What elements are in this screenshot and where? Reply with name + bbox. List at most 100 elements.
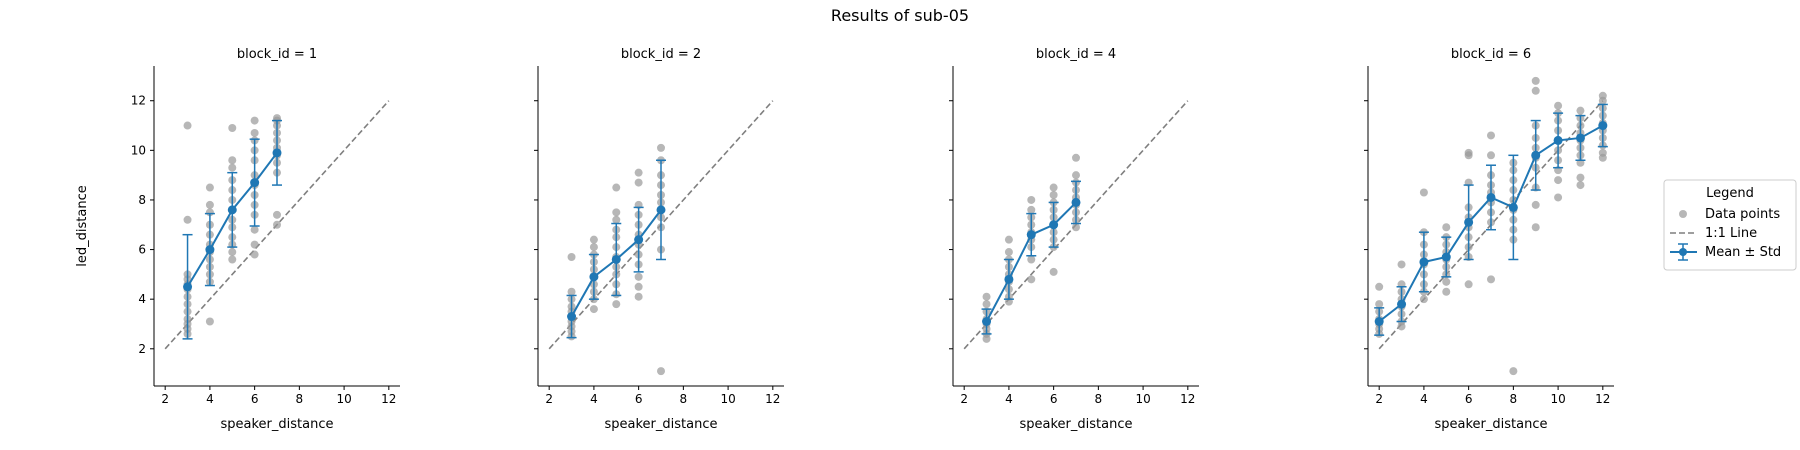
legend-item: Mean ± Std [1670,243,1781,261]
legend: Legend Data points 1:1 Line Mean ± Std [1663,179,1797,271]
mean-marker [567,312,577,322]
mean-marker [250,178,260,188]
y-tick-label: 4 [138,292,146,306]
mean-marker [589,272,599,282]
data-point [1375,282,1384,291]
data-point [228,124,237,133]
data-point [273,210,281,219]
figure-title: Results of sub-05 [831,6,969,25]
mean-marker [656,205,666,215]
data-point [1531,76,1540,85]
data-point [1375,300,1384,309]
mean-marker [1531,150,1541,160]
mean-marker [1004,274,1014,284]
legend-label: 1:1 Line [1705,226,1757,241]
legend-title: Legend [1706,186,1754,201]
x-tick-label: 2 [545,392,553,406]
data-point [273,220,281,229]
data-point [657,367,665,376]
panel-title: block_id = 2 [621,47,701,62]
data-point [589,235,598,244]
data-point [1576,106,1585,115]
x-tick-label: 12 [765,392,780,406]
data-point [1487,275,1495,284]
data-point [634,282,643,291]
mean-marker [1071,197,1081,207]
legend-label: Data points [1705,207,1780,222]
data-point [1419,295,1428,304]
mean-marker [1508,202,1518,212]
data-point [1531,200,1540,209]
mean-marker [1419,257,1429,267]
panel-3: block_id = 4 2 4 6 8 10 12 speaker_distance [949,47,1199,432]
panel-title: block_id = 1 [237,47,317,62]
data-point [1049,267,1058,276]
x-axis-label: speaker_distance [221,417,334,432]
data-point [1004,235,1013,244]
data-point [1442,287,1451,296]
x-tick-label: 8 [296,392,304,406]
legend-items: Data points 1:1 Line Mean ± Std [1670,207,1781,261]
y-tick-label: 8 [138,193,146,207]
data-point [1464,151,1473,160]
data-point [228,255,237,264]
legend-label: Mean ± Std [1705,245,1781,260]
x-tick-label: 12 [1595,392,1610,406]
data-point [250,240,259,249]
mean-marker [1553,135,1563,145]
data-point [205,200,214,209]
x-tick-label: 4 [590,392,598,406]
data-point [1487,131,1495,140]
data-point [612,300,621,309]
x-tick-label: 8 [1510,392,1518,406]
panel-title: block_id = 6 [1451,47,1531,62]
mean-marker [982,317,992,327]
data-point [1072,153,1080,162]
mean-marker [205,245,215,255]
data-point [250,250,259,259]
data-point [1464,280,1473,289]
x-tick-label: 2 [960,392,968,406]
mean-marker [1464,217,1474,227]
data-point [1442,223,1451,232]
data-point [567,287,576,296]
data-point [612,208,621,217]
x-tick-label: 12 [1180,392,1195,406]
panel-1: block_id = 1 2 4 6 8 10 12 2 4 6 8 10 12 speaker_dist… [75,47,400,432]
data-point [228,248,237,257]
y-axis-label: led_distance [75,185,90,266]
data-point [567,253,576,262]
x-axis-label: speaker_distance [605,417,718,432]
x-tick-label: 6 [1050,392,1058,406]
x-tick-label: 8 [680,392,688,406]
data-point [1531,86,1540,95]
mean-marker [1397,299,1407,309]
data-point [250,128,259,137]
data-point [1554,101,1563,110]
x-tick-label: 4 [206,392,214,406]
x-tick-label: 6 [251,392,259,406]
data-point [250,225,259,234]
data-point [183,121,192,130]
data-point [1027,195,1036,204]
data-point [1049,190,1058,199]
x-tick-label: 4 [1420,392,1428,406]
legend-marker-icon [1679,248,1687,256]
legend-item: Data points [1679,207,1780,222]
mean-marker [1486,192,1496,202]
mean-marker [1575,133,1585,143]
data-point [1554,193,1563,202]
data-point [589,243,598,252]
mean-marker [183,282,193,292]
mean-marker [227,205,237,215]
data-point [205,183,214,192]
x-tick-label: 2 [161,392,169,406]
legend-item: 1:1 Line [1670,226,1757,241]
panel-title: block_id = 4 [1036,47,1116,62]
panels: block_id = 1 2 4 6 8 10 12 2 4 6 8 10 12 speaker_dist… [75,47,1614,432]
y-tick-label: 10 [131,143,146,157]
data-point [205,208,214,217]
data-point [1531,223,1540,232]
data-point [1027,275,1036,284]
y-tick-label: 12 [131,94,146,108]
